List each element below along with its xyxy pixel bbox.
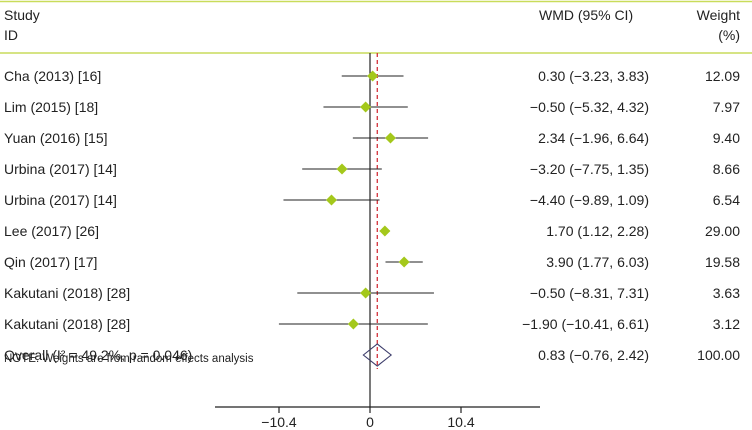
point-estimate-marker bbox=[360, 101, 372, 113]
point-estimate-marker bbox=[326, 194, 337, 206]
study-row: Qin (2017) [17] 3.90 (1.77, 6.03) 19.58 bbox=[4, 254, 740, 270]
x-axis: −10.4 0 10.4 bbox=[215, 406, 540, 430]
weight-value: 3.63 bbox=[713, 285, 740, 301]
point-estimate-marker bbox=[379, 225, 391, 237]
point-estimate-marker bbox=[384, 132, 396, 144]
study-row: Lim (2015) [18] −0.50 (−5.32, 4.32) 7.97 bbox=[4, 99, 740, 115]
x-tick-label: −10.4 bbox=[261, 414, 297, 430]
study-label: Lee (2017) [26] bbox=[4, 223, 99, 239]
ci-value: 1.70 (1.12, 2.28) bbox=[546, 223, 649, 239]
weight-value: 19.58 bbox=[705, 254, 740, 270]
header-id-label: ID bbox=[4, 27, 18, 43]
study-label: Cha (2013) [16] bbox=[4, 68, 101, 84]
overall-label: Overall (I² = 49.2%, p = 0.046) bbox=[4, 347, 192, 363]
study-rows: Cha (2013) [16] 0.30 (−3.23, 3.83) 12.09 Li… bbox=[4, 68, 740, 332]
study-label: Urbina (2017) [14] bbox=[4, 161, 117, 177]
point-estimate-marker bbox=[360, 287, 372, 299]
weight-value: 12.09 bbox=[705, 68, 740, 84]
point-estimate-marker bbox=[367, 70, 379, 82]
weight-value: 8.66 bbox=[713, 161, 740, 177]
study-row: Kakutani (2018) [28] −0.50 (−8.31, 7.31) 3… bbox=[4, 285, 740, 301]
study-label: Kakutani (2018) [28] bbox=[4, 285, 130, 301]
overall-diamond bbox=[362, 343, 393, 367]
header-weight-unit: (%) bbox=[718, 27, 740, 43]
header-study-label: Study bbox=[4, 7, 40, 23]
study-row: Yuan (2016) [15] 2.34 (−1.96, 6.64) 9.40 bbox=[4, 130, 740, 146]
ci-value: −0.50 (−8.31, 7.31) bbox=[530, 285, 649, 301]
weight-value: 29.00 bbox=[705, 223, 740, 239]
weights-note: NOTE: Weights are from random effects an… bbox=[4, 353, 254, 365]
point-estimate-marker bbox=[398, 256, 410, 268]
study-label: Qin (2017) [17] bbox=[4, 254, 97, 270]
reference-lines bbox=[369, 53, 378, 407]
study-label: Kakutani (2018) [28] bbox=[4, 316, 130, 332]
ci-value: −1.90 (−10.41, 6.61) bbox=[522, 316, 649, 332]
ci-value: −0.50 (−5.32, 4.32) bbox=[530, 99, 649, 115]
study-label: Urbina (2017) [14] bbox=[4, 192, 117, 208]
weight-value: 6.54 bbox=[713, 192, 740, 208]
study-label: Yuan (2016) [15] bbox=[4, 130, 108, 146]
ci-value: 0.30 (−3.23, 3.83) bbox=[538, 68, 649, 84]
header-effect-label: WMD (95% CI) bbox=[539, 7, 633, 23]
x-tick-label: 0 bbox=[366, 414, 374, 430]
x-tick-label: 10.4 bbox=[447, 414, 474, 430]
ci-value: −3.20 (−7.75, 1.35) bbox=[530, 161, 649, 177]
overall-row: Overall (I² = 49.2%, p = 0.046) 0.83 (−0.… bbox=[4, 343, 740, 367]
study-row: Urbina (2017) [14] −3.20 (−7.75, 1.35) 8.6… bbox=[4, 161, 740, 177]
weight-value: 3.12 bbox=[713, 316, 740, 332]
point-estimate-marker bbox=[336, 163, 348, 175]
header-weight-label: Weight bbox=[697, 7, 740, 23]
overall-ci-value: 0.83 (−0.76, 2.42) bbox=[538, 347, 649, 363]
study-row: Lee (2017) [26] 1.70 (1.12, 2.28) 29.00 bbox=[4, 223, 740, 239]
overall-weight-value: 100.00 bbox=[697, 347, 740, 363]
ci-value: 3.90 (1.77, 6.03) bbox=[546, 254, 649, 270]
weight-value: 9.40 bbox=[713, 130, 740, 146]
study-row: Urbina (2017) [14] −4.40 (−9.89, 1.09) 6.5… bbox=[4, 192, 740, 208]
study-row: Cha (2013) [16] 0.30 (−3.23, 3.83) 12.09 bbox=[4, 68, 740, 84]
ci-value: 2.34 (−1.96, 6.64) bbox=[538, 130, 649, 146]
study-label: Lim (2015) [18] bbox=[4, 99, 98, 115]
study-row: Kakutani (2018) [28] −1.90 (−10.41, 6.61)… bbox=[4, 316, 740, 332]
weight-value: 7.97 bbox=[713, 99, 740, 115]
point-estimate-marker bbox=[347, 318, 359, 330]
ci-value: −4.40 (−9.89, 1.09) bbox=[530, 192, 649, 208]
